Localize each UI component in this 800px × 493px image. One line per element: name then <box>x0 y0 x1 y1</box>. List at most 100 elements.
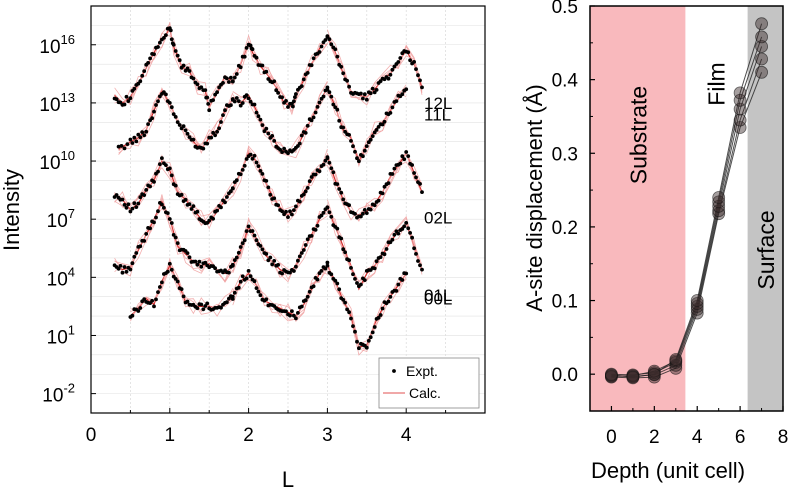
expt-point <box>321 210 326 215</box>
expt-point <box>175 120 180 124</box>
expt-point <box>321 94 326 99</box>
displacement-point <box>733 113 747 127</box>
expt-point <box>240 101 245 105</box>
calc-curve <box>232 34 328 113</box>
expt-point <box>353 277 357 281</box>
expt-point <box>173 49 178 53</box>
expt-point <box>361 96 365 101</box>
expt-point <box>125 142 130 147</box>
expt-point <box>305 186 310 190</box>
expt-point <box>305 237 310 242</box>
expt-point <box>341 197 346 202</box>
expt-point <box>396 282 401 287</box>
expt-point <box>390 237 395 242</box>
expt-point <box>232 290 237 295</box>
expt-point <box>272 196 277 201</box>
expt-point <box>296 311 300 315</box>
expt-point <box>341 71 346 76</box>
expt-point <box>240 168 245 172</box>
expt-point <box>122 265 127 269</box>
expt-point <box>264 126 269 131</box>
expt-point <box>390 172 395 176</box>
expt-point <box>349 316 353 321</box>
expt-point <box>240 274 245 279</box>
expt-point <box>280 95 284 100</box>
x-tick-label: 2 <box>243 425 254 446</box>
expt-point <box>351 272 355 277</box>
expt-point <box>164 163 168 168</box>
expt-point <box>215 208 220 213</box>
expt-point <box>171 112 176 116</box>
expt-point <box>420 267 424 272</box>
expt-point <box>162 36 166 40</box>
expt-point <box>404 150 409 154</box>
displacement-plot-frame <box>589 5 784 412</box>
expt-point <box>242 238 247 243</box>
calc-curve <box>327 34 423 106</box>
expt-point <box>321 162 326 167</box>
expt-point <box>343 250 347 255</box>
expt-point <box>299 84 304 88</box>
intensity-x-axis-label: L <box>282 467 294 492</box>
expt-point <box>390 105 395 110</box>
expt-point <box>362 148 367 153</box>
expt-point <box>215 129 220 134</box>
displacement-point <box>712 199 726 213</box>
expt-point <box>189 207 194 211</box>
displacement-point <box>712 195 726 209</box>
expt-point <box>400 92 405 97</box>
expt-point <box>339 190 344 195</box>
x-tick-label: 0 <box>606 427 617 448</box>
expt-point <box>126 99 131 103</box>
expt-point <box>225 76 229 81</box>
expt-point <box>238 172 243 177</box>
expt-point <box>280 209 284 214</box>
expt-point <box>181 124 186 129</box>
expt-point <box>169 221 174 225</box>
expt-point <box>355 281 359 285</box>
expt-point <box>195 82 200 87</box>
expt-point <box>223 200 227 205</box>
expt-point <box>234 255 239 260</box>
expt-point <box>242 163 247 168</box>
expt-point <box>386 76 391 81</box>
expt-point <box>339 64 344 69</box>
expt-point <box>158 285 162 289</box>
expt-point <box>309 118 314 123</box>
expt-point <box>173 115 178 119</box>
expt-point <box>185 66 190 71</box>
expt-point <box>361 154 365 159</box>
expt-point <box>215 90 220 95</box>
expt-point <box>142 239 147 243</box>
expt-point <box>388 295 393 299</box>
expt-point <box>213 133 218 138</box>
expt-point <box>156 45 160 49</box>
expt-point <box>351 324 355 328</box>
expt-point <box>238 279 243 284</box>
expt-point <box>286 151 290 156</box>
expt-point <box>351 144 355 149</box>
expt-point <box>376 125 381 129</box>
expt-point <box>173 277 178 281</box>
expt-point <box>234 96 239 100</box>
expt-point <box>274 88 279 93</box>
region-surface <box>747 6 783 411</box>
expt-points <box>112 26 424 351</box>
expt-point <box>380 306 385 311</box>
expt-point <box>378 255 383 259</box>
expt-point <box>124 94 129 99</box>
expt-point <box>343 300 347 305</box>
displacement-point <box>690 294 704 307</box>
expt-point <box>353 329 357 334</box>
expt-point <box>142 297 147 301</box>
expt-point <box>323 38 328 42</box>
displacement-point <box>755 52 768 66</box>
expt-point <box>414 175 418 180</box>
region-label-substrate: Substrate <box>625 86 651 184</box>
displacement-x-ticks: 0 2 4 6 8 <box>589 406 788 448</box>
expt-point <box>400 154 405 159</box>
expt-point <box>199 264 204 269</box>
expt-point <box>276 263 280 267</box>
expt-point <box>246 96 251 101</box>
